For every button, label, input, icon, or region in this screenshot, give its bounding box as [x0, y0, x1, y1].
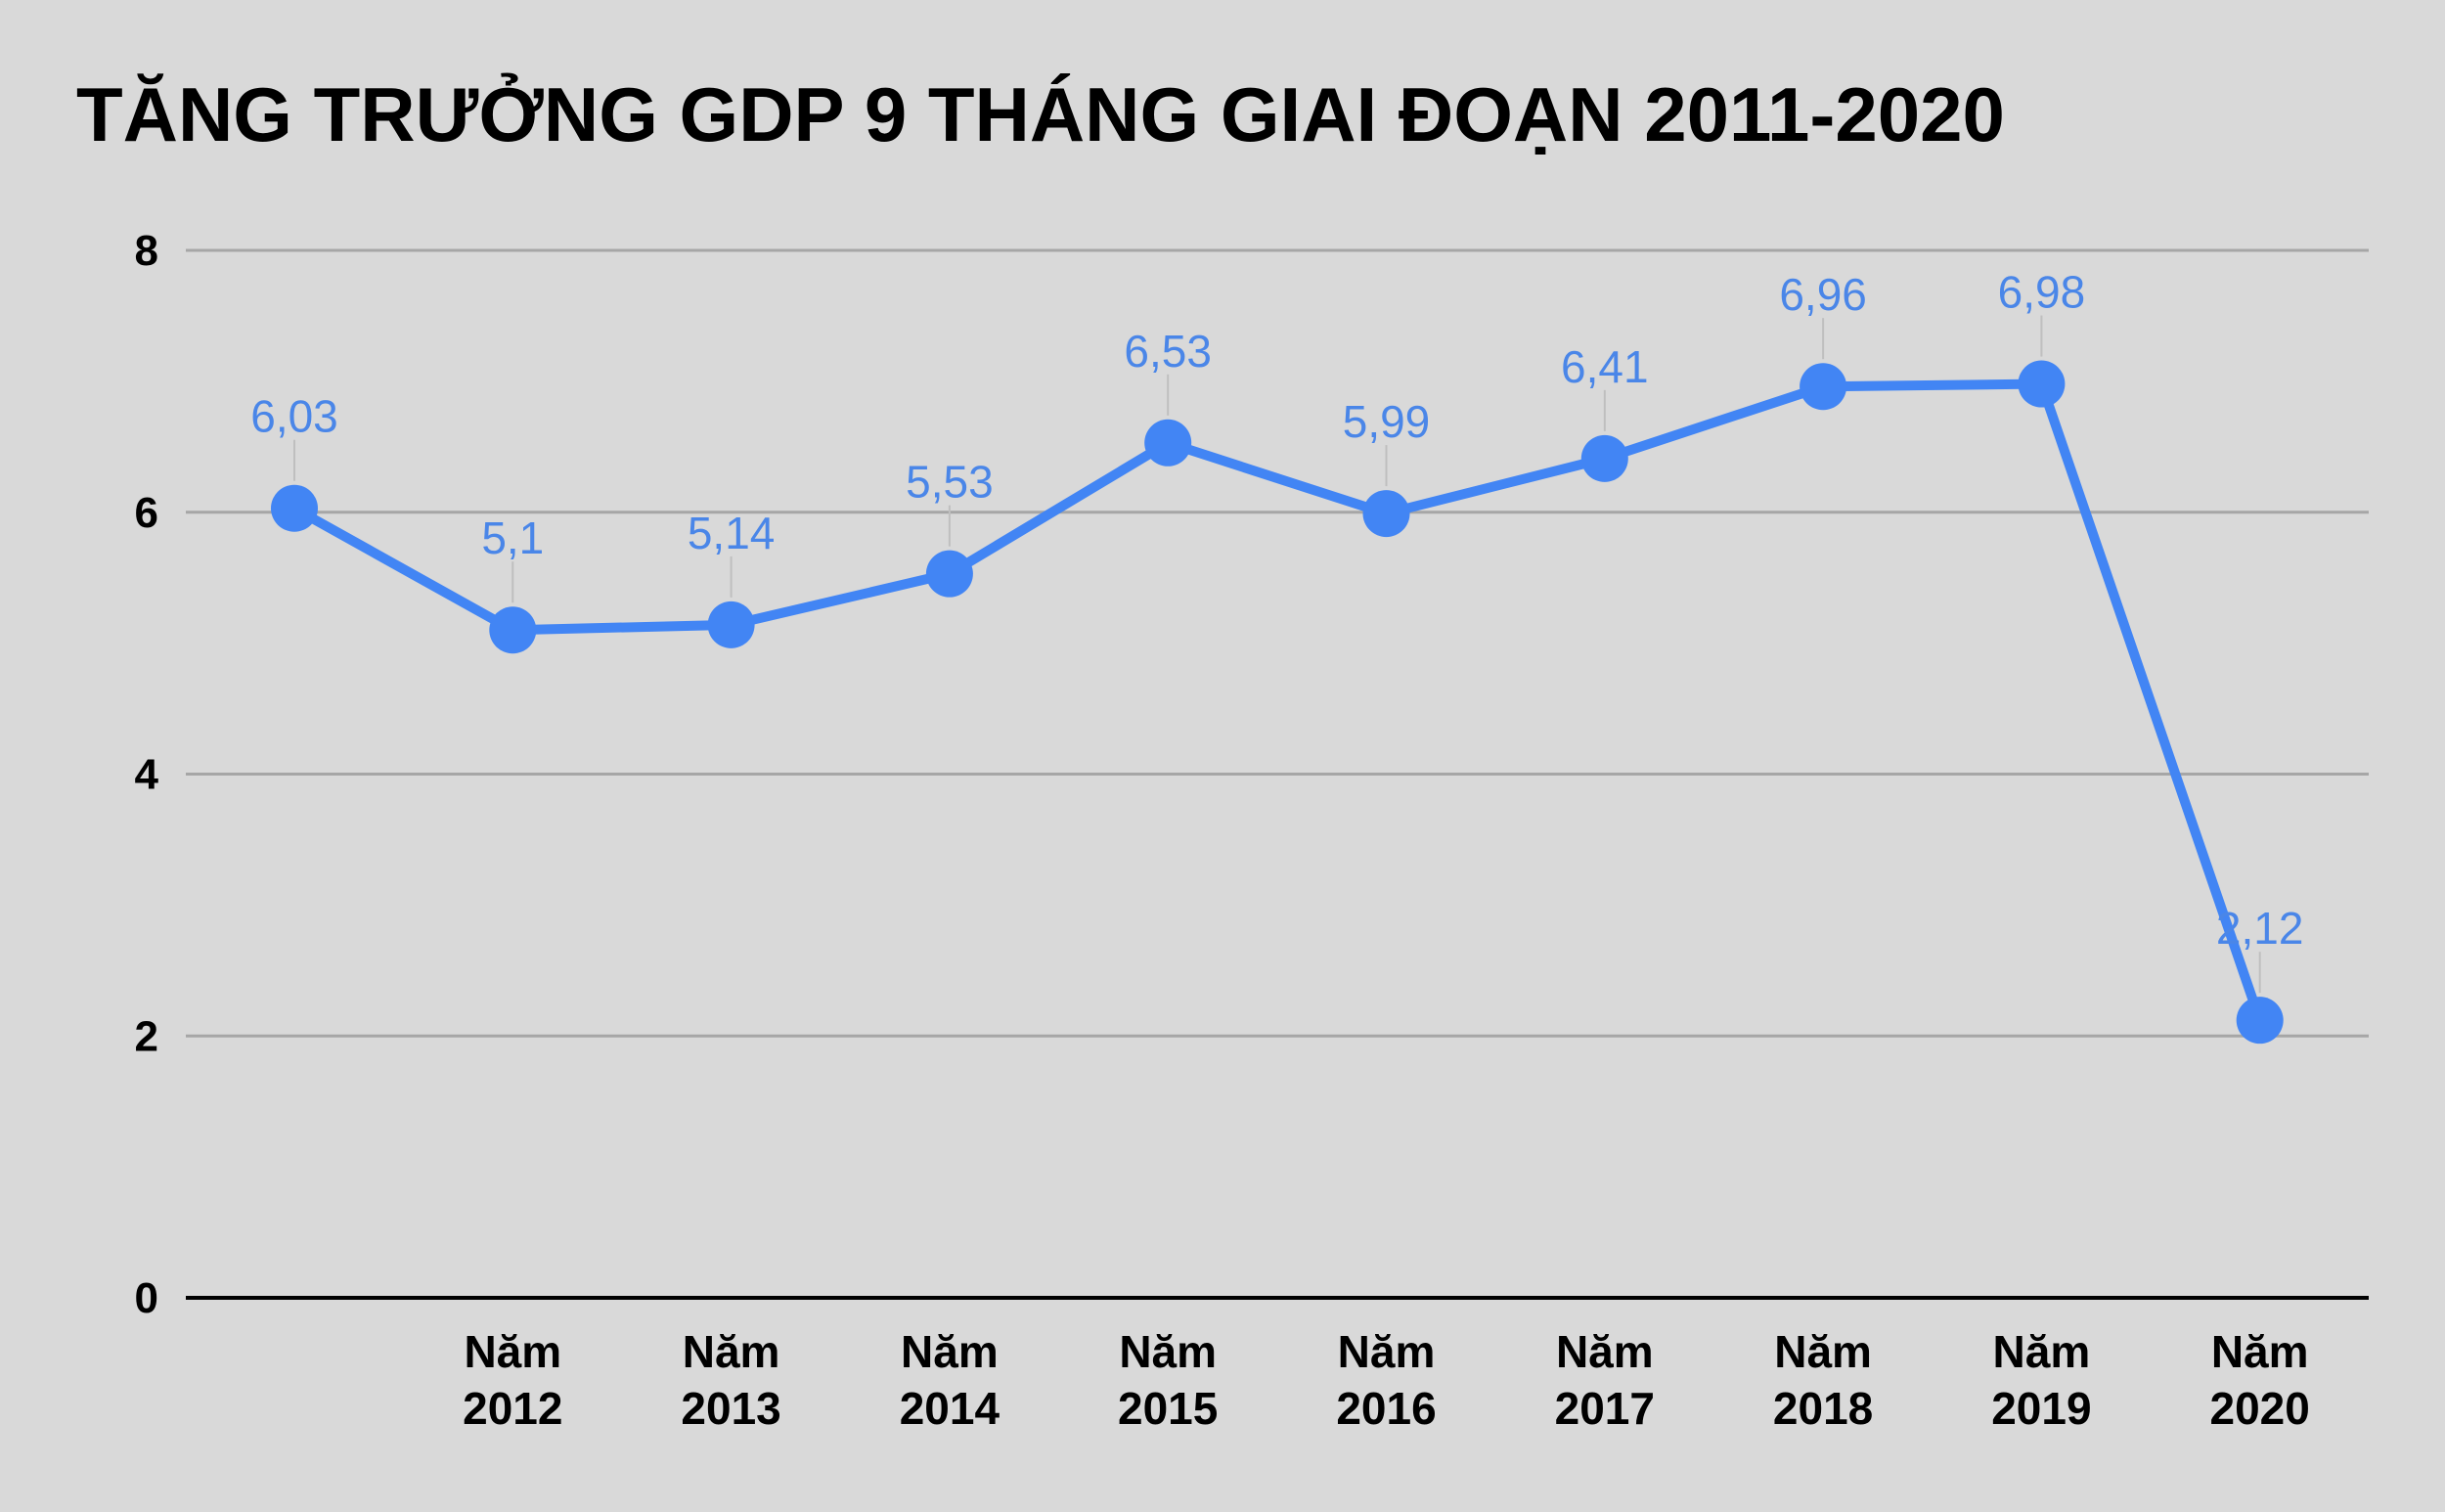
data-label: 5,14	[688, 508, 776, 558]
data-point	[707, 600, 755, 648]
label-leaders	[293, 315, 2261, 994]
gridlines	[186, 248, 2369, 1300]
data-label: 2,12	[2216, 903, 2304, 954]
data-point	[1144, 419, 1192, 467]
y-tick-label: 8	[135, 227, 158, 275]
data-label: 6,41	[1561, 341, 1649, 392]
data-point	[925, 550, 973, 598]
x-tick-label: Năm 2015	[1118, 1326, 1218, 1434]
data-label: 6,98	[1998, 267, 2086, 318]
data-point	[271, 484, 318, 532]
y-tick-label: 0	[135, 1274, 158, 1322]
series-line-layer	[289, 378, 2265, 1026]
x-tick-label: Năm 2017	[1555, 1326, 1655, 1434]
x-tick-label: Năm 2012	[463, 1326, 562, 1434]
chart-title: TĂNG TRƯỞNG GDP 9 THÁNG GIAI ĐOẠN 2011-2…	[76, 71, 2005, 157]
data-label: 5,53	[906, 457, 994, 508]
x-tick-label: Năm 2019	[1991, 1326, 2091, 1434]
data-point	[1580, 434, 1628, 482]
x-axis: Năm 2012 Năm 2013 Năm 2014 Năm 2015 Năm 2016 Năm 20…	[463, 1326, 2310, 1434]
data-label: 5,99	[1343, 396, 1431, 447]
data-point	[2236, 997, 2284, 1045]
data-label: 5,1	[481, 512, 544, 563]
x-tick-label: Năm 2016	[1336, 1326, 1436, 1434]
x-tick-label: Năm 2013	[681, 1326, 780, 1434]
data-point	[489, 606, 537, 654]
data-point	[1800, 363, 1847, 411]
data-point	[2018, 360, 2066, 408]
y-tick-label: 2	[135, 1012, 158, 1060]
y-tick-label: 4	[135, 751, 159, 799]
data-points	[271, 360, 2284, 1045]
x-tick-label: Năm 2018	[1773, 1326, 1873, 1434]
y-tick-label: 6	[135, 489, 158, 537]
x-tick-label: Năm 2014	[900, 1326, 1000, 1434]
data-label: 6,03	[250, 391, 338, 442]
y-axis: 0 2 4 6 8	[135, 227, 159, 1322]
x-tick-label: Năm 2020	[2210, 1326, 2310, 1434]
series-line	[289, 378, 2265, 1026]
data-label: 6,53	[1124, 326, 1212, 377]
data-point	[1362, 490, 1410, 538]
data-label: 6,96	[1779, 269, 1867, 320]
data-labels: 6,03 5,1 5,14 5,53 6,53 5,99 6,41 6,96 6,98 2,12	[250, 267, 2303, 955]
